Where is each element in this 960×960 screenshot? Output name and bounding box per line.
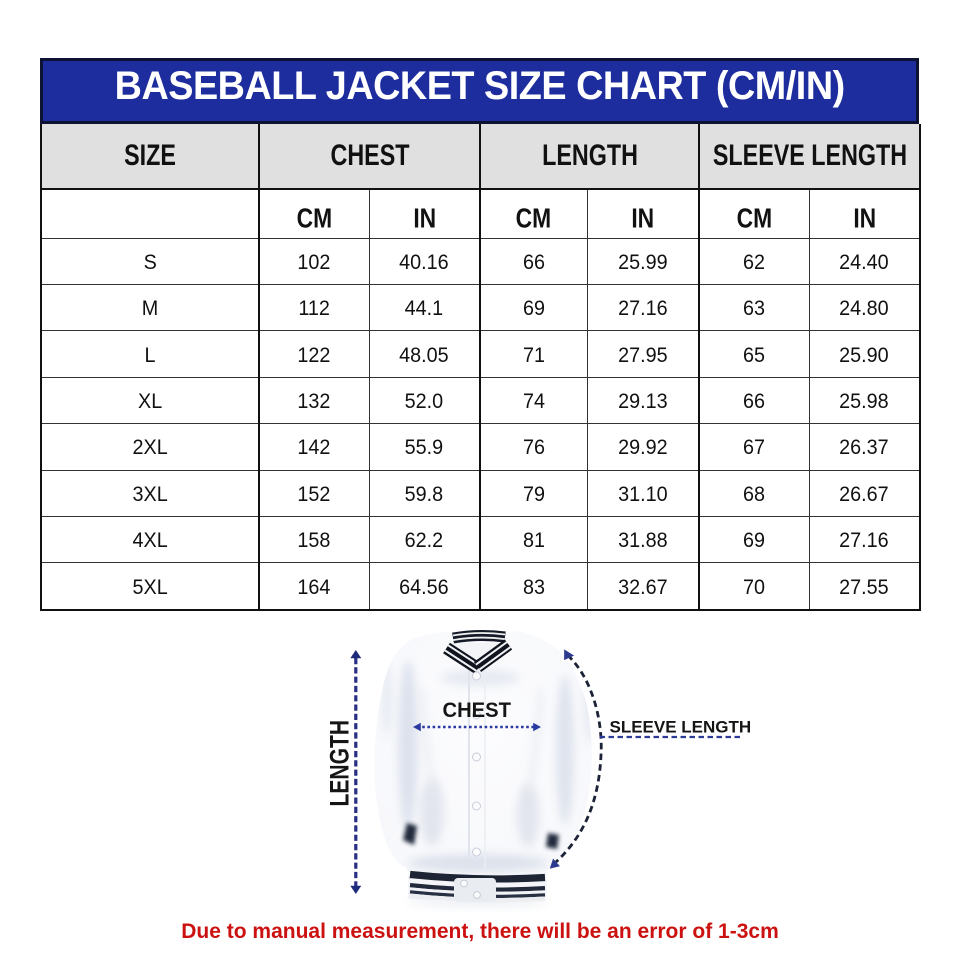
svg-text:CHEST: CHEST (442, 698, 511, 722)
svg-text:LENGTH: LENGTH (325, 720, 355, 807)
svg-text:SLEEVE LENGTH: SLEEVE LENGTH (610, 718, 752, 737)
